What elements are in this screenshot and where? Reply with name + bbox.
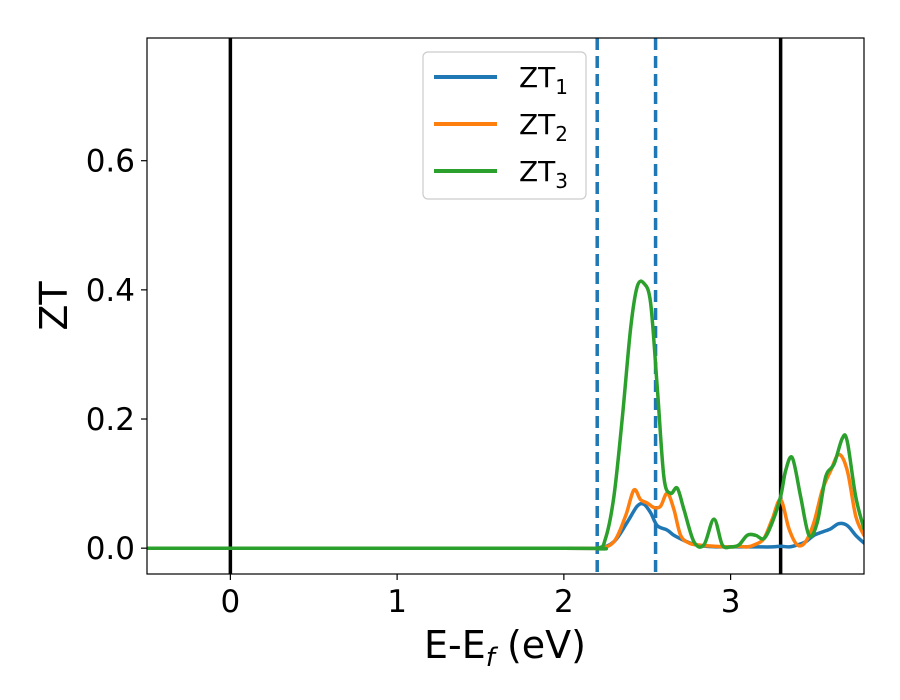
legend-label-2: ZT2 bbox=[519, 108, 568, 146]
y-axis: 0.0 0.2 0.4 0.6 bbox=[86, 144, 147, 567]
legend-label-main: ZT bbox=[519, 108, 556, 141]
x-axis: 0 1 2 3 bbox=[221, 574, 741, 620]
legend-label-main: ZT bbox=[519, 155, 556, 188]
legend-label-3: ZT3 bbox=[519, 155, 568, 193]
reference-lines bbox=[228, 38, 783, 574]
series-layer bbox=[147, 279, 864, 551]
plot-frame bbox=[146, 37, 865, 575]
x-axis-title-unit: (eV) bbox=[495, 623, 586, 667]
y-tick-label: 0.6 bbox=[86, 144, 135, 180]
series-line-1 bbox=[147, 501, 864, 551]
y-tick-label: 0.2 bbox=[86, 402, 135, 438]
y-tick-label: 0.0 bbox=[86, 531, 135, 567]
legend-label-subscript: 2 bbox=[555, 122, 568, 146]
x-tick-label: 2 bbox=[554, 584, 574, 620]
legend-box bbox=[422, 51, 587, 200]
x-axis-title-main: E-E bbox=[424, 623, 486, 667]
y-tick-label: 0.4 bbox=[86, 273, 135, 309]
legend-label-subscript: 3 bbox=[555, 169, 568, 193]
legend-label-1: ZT1 bbox=[519, 61, 568, 99]
y-axis-title: ZT bbox=[32, 281, 76, 331]
x-tick-label: 1 bbox=[387, 584, 407, 620]
x-tick-label: 3 bbox=[721, 584, 741, 620]
series-line-2 bbox=[147, 452, 864, 551]
legend-label-main: ZT bbox=[519, 61, 556, 94]
legend-label-subscript: 1 bbox=[555, 75, 568, 99]
x-tick-label: 0 bbox=[221, 584, 241, 620]
series-line-3 bbox=[147, 279, 864, 551]
x-axis-title: E-Ef (eV) bbox=[424, 623, 586, 673]
